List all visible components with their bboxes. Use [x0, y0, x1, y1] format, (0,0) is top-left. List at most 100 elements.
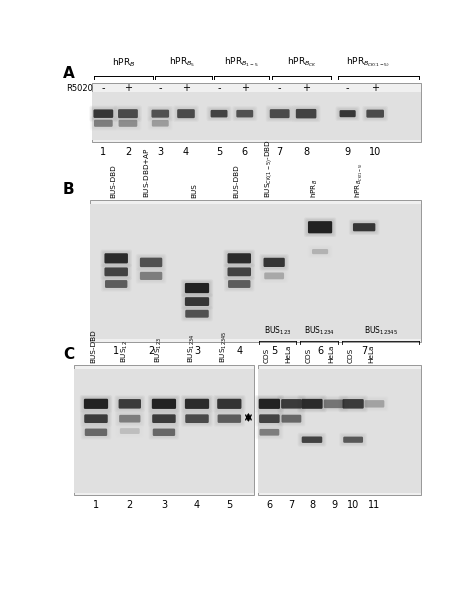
Text: 10: 10 [369, 147, 381, 157]
FancyBboxPatch shape [259, 429, 279, 436]
Text: 3: 3 [194, 346, 200, 356]
FancyBboxPatch shape [151, 427, 177, 438]
FancyBboxPatch shape [148, 107, 172, 120]
Text: 8: 8 [303, 147, 309, 157]
FancyBboxPatch shape [350, 220, 378, 234]
FancyBboxPatch shape [117, 397, 143, 411]
FancyBboxPatch shape [84, 399, 108, 409]
Text: hPR$_B$: hPR$_B$ [310, 179, 320, 198]
FancyBboxPatch shape [340, 434, 366, 446]
FancyBboxPatch shape [298, 433, 326, 447]
Text: 5: 5 [271, 346, 277, 356]
FancyBboxPatch shape [256, 412, 283, 426]
FancyBboxPatch shape [149, 412, 179, 426]
Text: BUS$_{1234}$: BUS$_{1234}$ [187, 334, 197, 363]
Bar [91, 200, 421, 342]
Text: +: + [182, 83, 190, 93]
FancyBboxPatch shape [148, 411, 180, 427]
FancyBboxPatch shape [104, 253, 128, 264]
FancyBboxPatch shape [228, 280, 250, 288]
FancyBboxPatch shape [306, 220, 334, 235]
Text: 9: 9 [331, 500, 337, 510]
FancyBboxPatch shape [181, 293, 213, 309]
FancyBboxPatch shape [92, 118, 115, 129]
Text: COS: COS [264, 348, 269, 363]
Text: 7: 7 [288, 500, 294, 510]
FancyBboxPatch shape [114, 105, 142, 122]
FancyBboxPatch shape [294, 107, 318, 120]
FancyBboxPatch shape [268, 107, 292, 120]
FancyBboxPatch shape [182, 307, 212, 321]
FancyBboxPatch shape [261, 270, 287, 282]
FancyBboxPatch shape [210, 110, 228, 117]
Text: R5020: R5020 [66, 84, 93, 93]
Text: 4: 4 [236, 346, 242, 356]
Text: 2: 2 [127, 500, 133, 510]
FancyBboxPatch shape [217, 399, 241, 409]
FancyBboxPatch shape [226, 278, 252, 290]
Text: C: C [63, 347, 74, 362]
FancyBboxPatch shape [363, 398, 386, 409]
FancyBboxPatch shape [224, 277, 255, 292]
Text: -: - [158, 83, 162, 93]
FancyBboxPatch shape [115, 411, 145, 426]
FancyBboxPatch shape [102, 265, 130, 278]
Text: 4: 4 [183, 147, 189, 157]
FancyBboxPatch shape [116, 107, 140, 120]
FancyBboxPatch shape [341, 435, 365, 444]
FancyBboxPatch shape [91, 108, 115, 120]
FancyBboxPatch shape [280, 413, 303, 424]
Text: BUS$_{123}$: BUS$_{123}$ [154, 337, 164, 363]
FancyBboxPatch shape [277, 396, 306, 412]
FancyBboxPatch shape [84, 414, 108, 423]
FancyBboxPatch shape [353, 223, 375, 231]
FancyBboxPatch shape [177, 109, 195, 118]
FancyBboxPatch shape [362, 106, 388, 121]
FancyBboxPatch shape [103, 278, 129, 290]
FancyBboxPatch shape [339, 433, 367, 446]
FancyBboxPatch shape [226, 265, 253, 278]
FancyBboxPatch shape [85, 428, 107, 436]
FancyBboxPatch shape [297, 395, 327, 412]
FancyBboxPatch shape [321, 397, 347, 411]
Bar [91, 204, 421, 339]
FancyBboxPatch shape [102, 277, 130, 291]
FancyBboxPatch shape [215, 397, 243, 411]
FancyBboxPatch shape [255, 411, 284, 427]
FancyBboxPatch shape [90, 106, 117, 121]
Text: -: - [217, 83, 221, 93]
Text: -: - [278, 83, 282, 93]
FancyBboxPatch shape [93, 109, 113, 118]
FancyBboxPatch shape [282, 415, 301, 422]
Text: 8: 8 [309, 500, 315, 510]
Text: HeLa: HeLa [328, 345, 334, 363]
FancyBboxPatch shape [360, 396, 388, 411]
FancyBboxPatch shape [267, 107, 292, 121]
FancyBboxPatch shape [322, 397, 346, 410]
FancyBboxPatch shape [226, 252, 253, 265]
FancyBboxPatch shape [362, 397, 387, 411]
FancyBboxPatch shape [261, 255, 288, 270]
FancyBboxPatch shape [259, 414, 280, 423]
FancyBboxPatch shape [120, 428, 140, 434]
FancyBboxPatch shape [94, 120, 113, 127]
FancyBboxPatch shape [300, 397, 325, 411]
FancyBboxPatch shape [213, 411, 245, 427]
Bar [92, 83, 421, 142]
FancyBboxPatch shape [185, 414, 209, 423]
FancyBboxPatch shape [208, 107, 230, 120]
Text: HeLa: HeLa [285, 345, 292, 363]
Bar [258, 369, 421, 493]
Text: 2: 2 [148, 346, 154, 356]
FancyBboxPatch shape [80, 395, 112, 412]
FancyBboxPatch shape [339, 110, 356, 117]
Text: 4: 4 [194, 500, 200, 510]
FancyBboxPatch shape [101, 250, 131, 266]
Text: BUS: BUS [191, 183, 197, 198]
FancyBboxPatch shape [140, 272, 162, 280]
FancyBboxPatch shape [312, 249, 328, 254]
FancyBboxPatch shape [281, 399, 301, 409]
FancyBboxPatch shape [81, 396, 111, 412]
Text: BUS-DBD: BUS-DBD [233, 165, 239, 198]
FancyBboxPatch shape [304, 217, 336, 237]
